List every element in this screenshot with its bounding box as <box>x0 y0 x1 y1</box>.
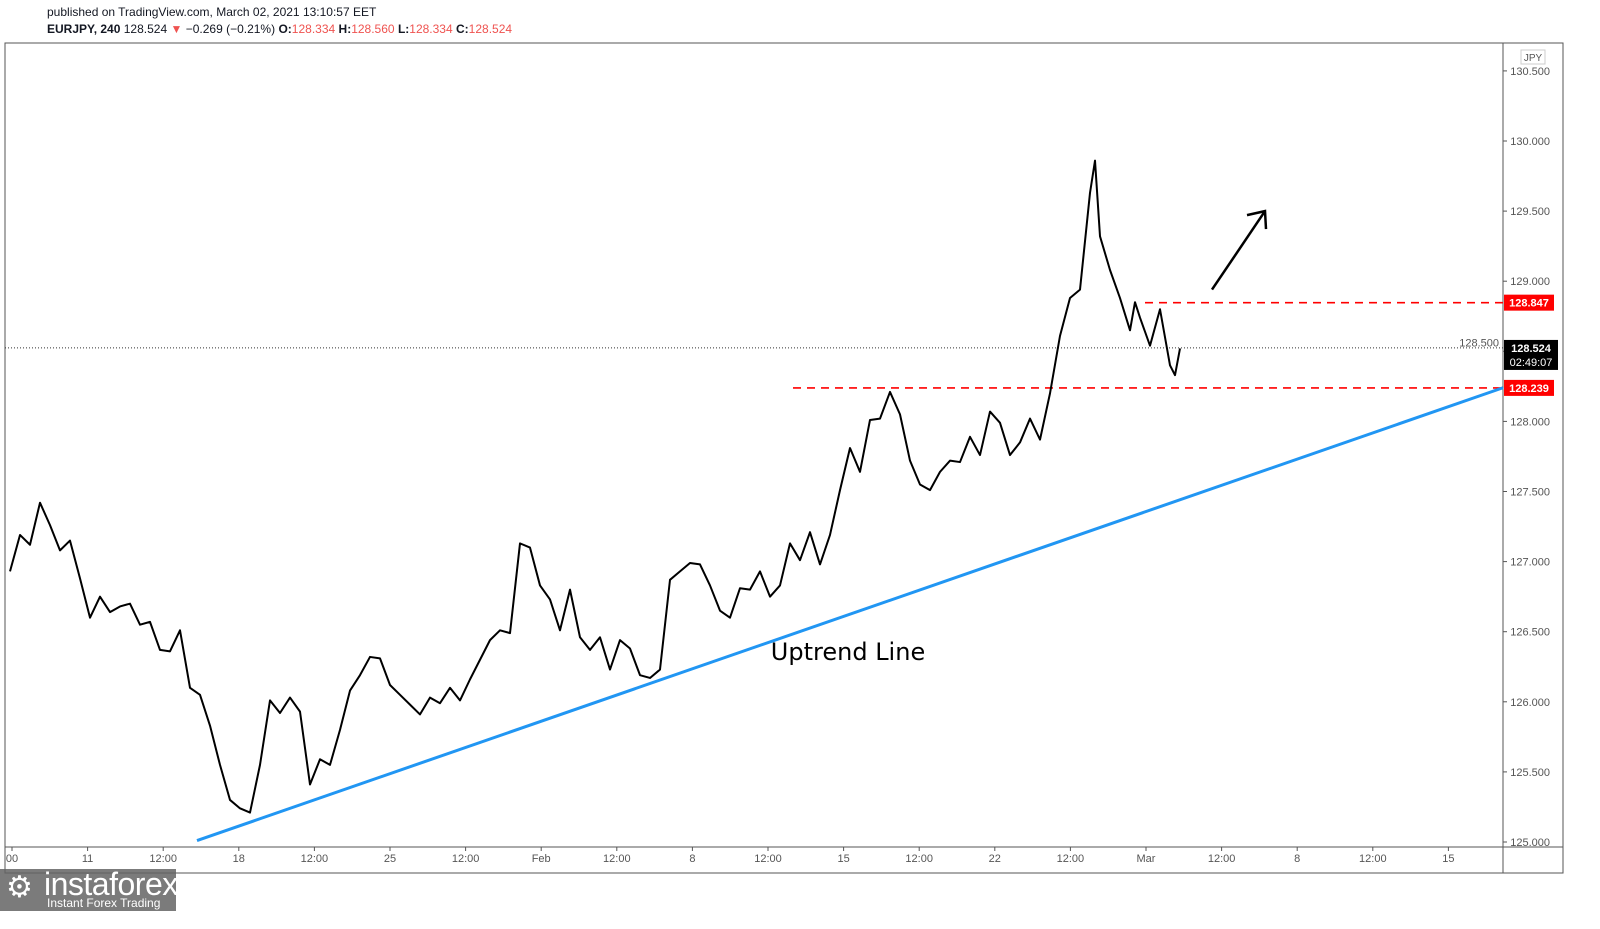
x-tick-label: 12:00 <box>149 853 177 865</box>
x-tick-label: 12:00 <box>301 853 329 865</box>
y-tick-label: 125.000 <box>1510 837 1550 849</box>
instaforex-logo: ⚙ instaforex Instant Forex Trading <box>0 866 178 911</box>
close-value: 128.524 <box>468 22 513 36</box>
x-tick-label: 00 <box>6 853 18 865</box>
currency-label: JPY <box>1524 53 1543 64</box>
currency-box <box>1520 49 1546 65</box>
gear-icon: ⚙ <box>6 871 33 904</box>
x-tick-label: Feb <box>532 853 551 865</box>
y-tick-label: 128.000 <box>1510 416 1550 428</box>
symbol-legend: EURJPY, 240 128.524 ▼ −0.269 (−0.21%) O:… <box>47 22 512 36</box>
up-arrow-icon <box>1210 210 1267 291</box>
x-tick-label: 25 <box>384 853 396 865</box>
bar-countdown: 02:49:07 <box>1510 357 1553 369</box>
x-tick-label: 15 <box>1442 853 1454 865</box>
y-tick-label: 127.500 <box>1510 487 1550 499</box>
x-tick-label: 11 <box>82 853 93 865</box>
x-tick-label: 12:00 <box>905 853 933 865</box>
current-price-label: 128.524 <box>1511 343 1552 355</box>
x-tick-label: 12:00 <box>1359 853 1387 865</box>
x-tick-label: 12:00 <box>754 853 782 865</box>
y-tick-label: 129.000 <box>1510 276 1550 288</box>
uptrend-line-label: Uptrend Line <box>771 638 925 666</box>
x-tick-label: Mar <box>1137 853 1156 865</box>
open-value: 128.334 <box>291 22 336 36</box>
arrow-head-icon <box>1246 209 1268 230</box>
x-tick-label: 12:00 <box>1208 853 1236 865</box>
y-tick-label: 128.500 <box>1459 337 1499 349</box>
down-arrow-icon: ▼ <box>170 22 183 36</box>
x-tick-label: 12:00 <box>1057 853 1085 865</box>
low-value: 128.334 <box>409 22 453 36</box>
x-tick-label: 22 <box>989 853 1001 865</box>
y-tick-label: 126.000 <box>1510 697 1550 709</box>
close-label: C: <box>456 22 469 36</box>
x-tick-label: 15 <box>837 853 849 865</box>
last-price: 128.524 <box>123 22 168 36</box>
x-tick-label: 12:00 <box>452 853 480 865</box>
y-tick-label: 130.000 <box>1510 136 1550 148</box>
level-price-label: 128.847 <box>1509 298 1549 310</box>
x-tick-label: 8 <box>689 853 695 865</box>
uptrend-line <box>196 386 1504 843</box>
symbol[interactable]: EURJPY, 240 <box>47 22 121 36</box>
high-label: H: <box>338 22 352 36</box>
change: −0.269 (−0.21%) <box>185 22 276 36</box>
y-tick-label: 126.500 <box>1510 627 1550 639</box>
price-series-line <box>9 159 1181 814</box>
chart-frame <box>4 42 1564 874</box>
x-tick-label: 18 <box>233 853 245 865</box>
high-value: 128.560 <box>351 22 395 36</box>
level-price-label: 128.239 <box>1509 383 1549 395</box>
low-label: L: <box>397 22 410 36</box>
current-price-tag <box>1504 339 1558 370</box>
x-tick-label: 12:00 <box>603 853 631 865</box>
logo-name: instaforex <box>44 866 178 902</box>
x-tick-label: 8 <box>1294 853 1300 865</box>
level-price-tag <box>1504 379 1554 396</box>
logo-tagline: Instant Forex Trading <box>47 896 161 910</box>
published-note: published on TradingView.com, March 02, … <box>47 5 377 19</box>
y-tick-label: 130.500 <box>1510 66 1550 78</box>
y-tick-label: 129.500 <box>1510 206 1550 218</box>
level-price-tag <box>1504 294 1554 311</box>
y-tick-label: 125.500 <box>1510 767 1550 779</box>
y-tick-label: 127.000 <box>1510 557 1550 569</box>
open-label: O: <box>278 22 292 36</box>
